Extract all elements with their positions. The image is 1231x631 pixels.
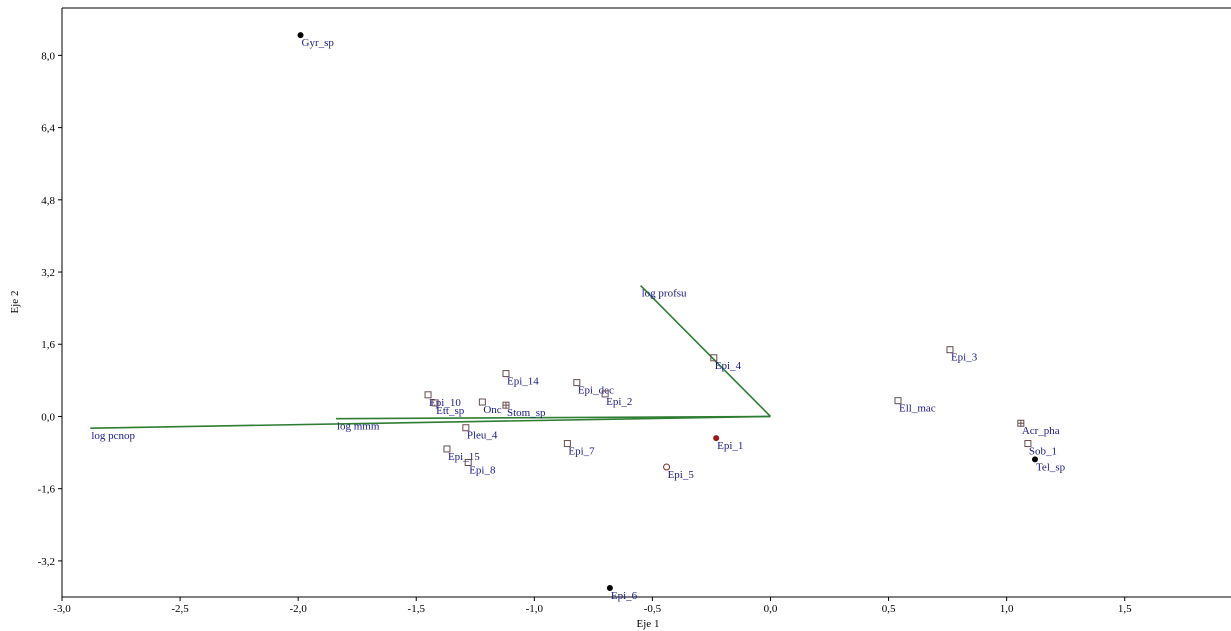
y-tick-label: 4,8	[41, 195, 55, 207]
point-label: Pleu_4	[467, 430, 498, 442]
x-tick-label: -2,5	[171, 603, 189, 615]
x-tick-label: -3,0	[53, 603, 71, 615]
vector-line	[90, 415, 771, 429]
point-label: Epi_4	[715, 360, 742, 372]
point-label: Gyr_sp	[302, 37, 335, 49]
point-marker	[946, 346, 954, 354]
x-tick-label: -1,5	[408, 603, 426, 615]
y-tick-label: -3,2	[38, 556, 55, 568]
point-marker	[424, 391, 432, 399]
point-label: Epi_6	[611, 590, 638, 602]
point-label: Epi_3	[951, 352, 978, 364]
point-label: Epi_2	[606, 396, 632, 408]
point-label: Epi_dec	[578, 385, 614, 397]
y-tick-label: -1,6	[38, 484, 56, 496]
y-axis-title: Eje 2	[9, 291, 21, 314]
point-marker	[563, 440, 571, 448]
point-marker	[601, 390, 609, 398]
y-tick-label: 8,0	[41, 50, 55, 62]
point-label: Onc	[483, 404, 501, 416]
point-marker	[663, 463, 671, 471]
vector-line	[640, 285, 772, 418]
plot-frame	[61, 7, 1231, 598]
point-label: Ett_sp	[436, 405, 465, 417]
point-label: Epi_7	[568, 446, 595, 458]
point-marker	[1031, 456, 1038, 463]
environmental-vectors: log pcnop log mmm log profsu	[90, 285, 772, 442]
point-marker	[606, 584, 613, 591]
point-label: Epi_14	[507, 376, 539, 388]
point-marker	[573, 379, 581, 387]
point-marker	[443, 445, 451, 453]
point-label: Tel_sp	[1036, 461, 1066, 473]
point-marker	[1024, 440, 1032, 448]
y-tick-label: 6,4	[41, 123, 55, 135]
x-tick-label: -2,0	[289, 603, 307, 615]
x-tick-label: 1,5	[1118, 603, 1132, 615]
x-tick-label: -0,5	[644, 603, 662, 615]
point-label: Epi_15	[448, 451, 480, 463]
x-tick-label: -1,0	[526, 603, 544, 615]
point-marker	[464, 459, 472, 467]
vector-label: log mmm	[337, 421, 380, 433]
vector-label: log pcnop	[91, 430, 135, 442]
vector-label: log profsu	[642, 288, 687, 300]
point-marker	[502, 370, 510, 378]
point-label: Epi_5	[668, 469, 695, 481]
x-axis-title: Eje 1	[637, 618, 660, 630]
x-tick-label: 0,5	[882, 603, 896, 615]
point-marker	[297, 32, 304, 39]
x-tick-label: 0,0	[764, 603, 778, 615]
point-marker	[713, 435, 720, 442]
point-label: Epi_8	[469, 465, 496, 477]
y-tick-label: 1,6	[41, 339, 55, 351]
y-tick-label: 0,0	[41, 411, 55, 423]
x-tick-label: 1,0	[1000, 603, 1014, 615]
vector-line	[335, 415, 771, 420]
point-label: Epi_1	[717, 440, 743, 452]
y-tick-label: 3,2	[41, 267, 55, 279]
x-axis-ticks: -3,0 -2,5 -2,0 -1,5 -1,0 -0,5 0,0 0,5 1,0 1,5	[53, 597, 1132, 615]
point-label: Acr_pha	[1022, 425, 1060, 437]
point-marker	[478, 398, 486, 406]
point-marker	[462, 424, 470, 432]
point-marker	[710, 354, 718, 362]
point-marker	[431, 399, 439, 407]
y-axis-ticks: 8,0 6,4 4,8 3,2 1,6 0,0 -1,6 -3,2	[38, 50, 62, 568]
point-label: Ell_mac	[899, 403, 936, 415]
point-marker	[894, 397, 902, 405]
point-label: Sob_1	[1029, 446, 1057, 458]
point-label: Stom_sp	[507, 407, 546, 419]
species-points: Gyr_sp Epi_6 Tel_sp Epi_1 Epi_5 Epi_3 Ell_mac A…	[297, 32, 1066, 602]
